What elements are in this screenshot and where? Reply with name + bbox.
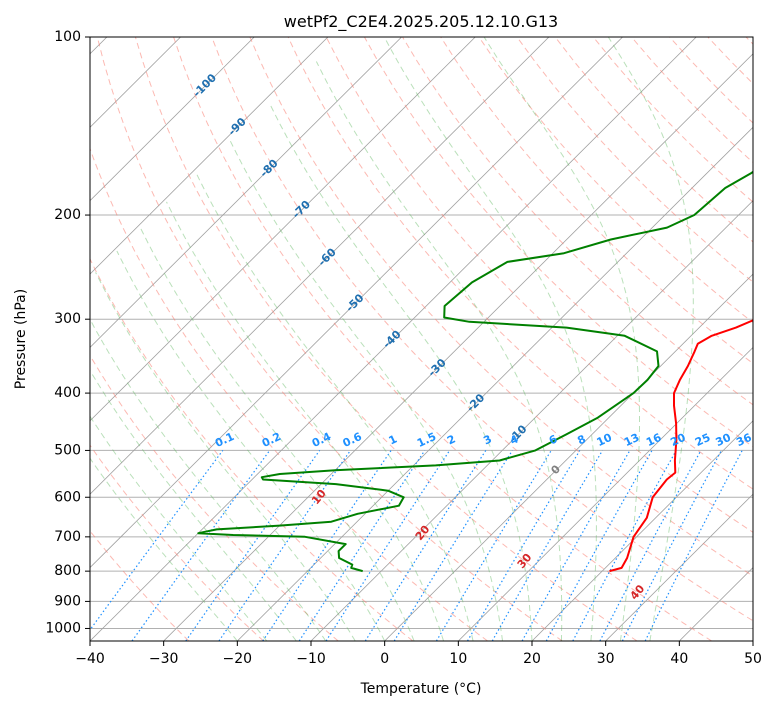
y-tick-label: 200 bbox=[54, 207, 81, 223]
isotherm-line bbox=[90, 37, 623, 569]
isotherm-line bbox=[384, 273, 753, 641]
isotherm-line bbox=[163, 53, 753, 641]
x-tick-label: −40 bbox=[75, 651, 105, 667]
isotherm-line bbox=[90, 37, 476, 422]
isotherm-line bbox=[90, 37, 402, 348]
dry-adiabat-line bbox=[134, 37, 638, 641]
isotherm-line bbox=[90, 37, 329, 275]
moist-adiabat-line bbox=[90, 457, 238, 641]
x-tick-label: 10 bbox=[449, 651, 467, 667]
moist-adiabat-line bbox=[229, 140, 503, 641]
x-tick-label: 0 bbox=[380, 651, 389, 667]
chart-title: wetPf2_C2E4.2025.205.12.10.G13 bbox=[284, 12, 558, 32]
background-lines bbox=[90, 37, 753, 641]
mixing-ratio-line bbox=[90, 450, 224, 631]
dewpoint-profile bbox=[197, 170, 753, 573]
x-tick-label: 50 bbox=[744, 651, 762, 667]
dry-adiabat-line bbox=[516, 37, 753, 283]
isotherm-line bbox=[605, 493, 753, 641]
mixing-ratio-line bbox=[218, 450, 351, 641]
x-tick-label: −30 bbox=[149, 651, 179, 667]
x-tick-label: −20 bbox=[223, 651, 253, 667]
mixing-ratio-label: 20 bbox=[668, 431, 688, 449]
isotherm-line bbox=[90, 37, 550, 495]
mixing-ratio-label: 25 bbox=[693, 431, 712, 449]
temperature-profile bbox=[609, 319, 753, 573]
mixing-ratio-line bbox=[131, 450, 271, 641]
mixing-ratio-label: 30 bbox=[714, 431, 734, 449]
mixing-ratio-line bbox=[325, 450, 451, 641]
moist-adiabat-line bbox=[483, 37, 640, 641]
isotherm-line bbox=[90, 37, 255, 202]
mixing-ratio-line bbox=[393, 450, 513, 641]
moist-adiabat-line bbox=[195, 173, 474, 641]
x-tick-label: 40 bbox=[670, 651, 688, 667]
moist-adiabat-line bbox=[383, 37, 597, 641]
y-axis-label: Pressure (hPa) bbox=[13, 289, 29, 389]
mixing-ratio-label: 36 bbox=[734, 431, 754, 449]
mixing-ratio-line bbox=[262, 450, 392, 641]
axes: −40 −30 −20 −10 0 10 20 30 40 50 100 200 300 400 500 60… bbox=[45, 29, 762, 667]
dry-adiabat-line bbox=[90, 444, 264, 641]
x-axis-label: Temperature (°C) bbox=[360, 681, 482, 697]
x-tick-label: −10 bbox=[296, 651, 326, 667]
plot-frame bbox=[89, 36, 754, 642]
dry-adiabat-line bbox=[90, 354, 339, 641]
x-tick-label: 30 bbox=[597, 651, 615, 667]
dry-adiabat-line bbox=[211, 37, 753, 622]
mixing-ratio-line bbox=[572, 450, 677, 641]
isotherm-line bbox=[237, 126, 753, 641]
mixing-ratio-line bbox=[521, 450, 631, 641]
mixing-ratio-line bbox=[185, 450, 321, 641]
y-tick-label: 400 bbox=[54, 385, 81, 401]
dry-adiabat-line bbox=[90, 257, 414, 641]
dry-adiabat-line bbox=[287, 37, 753, 533]
x-tick-label: 20 bbox=[523, 651, 541, 667]
mixing-ratio-line bbox=[644, 450, 743, 641]
isotherm-line bbox=[458, 346, 753, 641]
y-tick-label: 700 bbox=[54, 529, 81, 545]
y-tick-label: 300 bbox=[54, 311, 81, 327]
moist-adiabat-line bbox=[116, 250, 386, 641]
y-tick-label: 900 bbox=[54, 593, 81, 609]
moist-adiabat-line bbox=[166, 201, 445, 641]
y-tick-label: 500 bbox=[54, 442, 81, 458]
y-tick-label: 800 bbox=[54, 563, 81, 579]
y-tick-label: 600 bbox=[54, 489, 81, 505]
mixing-ratio-label: 13 bbox=[622, 431, 641, 449]
mixing-ratio-line bbox=[545, 450, 653, 641]
dry-adiabat-line bbox=[249, 37, 753, 577]
moist-adiabat-line bbox=[139, 227, 415, 641]
moist-adiabat-line bbox=[607, 37, 694, 641]
isotherm-line bbox=[90, 37, 697, 641]
y-tick-label: 1000 bbox=[45, 620, 81, 636]
mixing-ratio-label: 16 bbox=[644, 431, 664, 449]
moist-adiabat-line bbox=[90, 369, 297, 641]
moist-adiabat-line bbox=[269, 104, 533, 641]
moist-adiabat-line bbox=[90, 318, 327, 641]
y-tick-label: 100 bbox=[54, 29, 81, 45]
dry-adiabat-line bbox=[173, 37, 712, 641]
mixing-ratio-label: 10 bbox=[595, 431, 615, 449]
dry-adiabat-line bbox=[96, 37, 563, 641]
dry-adiabat-line bbox=[325, 37, 753, 490]
profile-lines bbox=[197, 170, 753, 573]
moist-adiabat-line bbox=[90, 415, 268, 641]
moist-adiabat-line bbox=[95, 272, 356, 641]
